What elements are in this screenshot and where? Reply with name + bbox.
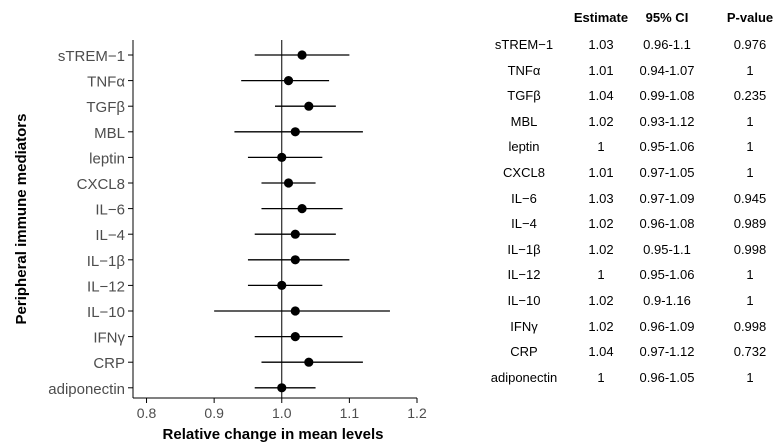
table-header: 95% CI: [645, 10, 689, 25]
x-axis-title: Relative change in mean levels: [163, 426, 384, 443]
table-cell-pvalue: 1: [746, 267, 754, 283]
y-tick-label: TNFα: [87, 74, 125, 91]
table-cell-ci: 0.96-1.08: [639, 216, 695, 232]
table-cell-pvalue: 1: [746, 139, 754, 155]
y-tick-label: sTREM−1: [58, 48, 125, 65]
table-cell-estimate: 1.04: [588, 88, 614, 104]
table-cell-estimate: 1.02: [588, 241, 614, 257]
estimate-point: [290, 332, 300, 342]
y-tick-label: leptin: [89, 150, 125, 167]
table-cell-pvalue: 0.235: [733, 88, 767, 104]
table-cell-pvalue: 1: [746, 62, 754, 78]
y-tick-label: MBL: [94, 125, 125, 142]
table-cell-ci: 0.95-1.06: [639, 139, 695, 155]
y-tick-label: CXCL8: [77, 176, 125, 193]
table-cell-estimate: 1.03: [588, 190, 614, 206]
estimate-point: [277, 383, 287, 393]
table-cell-mediator: IL−6: [511, 190, 537, 206]
estimate-point: [290, 229, 300, 239]
table-cell-estimate: 1: [597, 369, 605, 385]
table-cell-mediator: TNFα: [507, 62, 541, 78]
table-cell-pvalue: 0.998: [733, 318, 767, 334]
table-header: P-value: [726, 10, 774, 25]
table-cell-estimate: 1.02: [588, 216, 614, 232]
table-cell-estimate: 1.03: [588, 37, 614, 52]
table-cell-mediator: IFNγ: [510, 318, 538, 334]
table-cell-mediator: CXCL8: [503, 165, 545, 180]
table-cell-ci: 0.97-1.05: [639, 165, 695, 180]
table-cell-mediator: TGFβ: [507, 88, 541, 104]
estimate-point: [304, 357, 314, 367]
table-cell-estimate: 1: [597, 267, 605, 283]
table-cell-estimate: 1.01: [588, 62, 614, 78]
table-cell-ci: 0.96-1.1: [643, 37, 691, 52]
estimate-point: [290, 306, 300, 316]
table-cell-ci: 0.9-1.16: [643, 293, 691, 308]
y-tick-label: IL−10: [87, 304, 125, 321]
estimate-point: [297, 50, 307, 60]
table-cell-estimate: 1.04: [588, 344, 614, 360]
table-cell-estimate: 1.02: [588, 113, 614, 129]
estimate-point: [290, 127, 300, 137]
table-cell-ci: 0.96-1.05: [639, 369, 695, 385]
table-cell-mediator: sTREM−1: [494, 37, 554, 52]
table-cell-pvalue: 0.732: [733, 344, 767, 360]
x-tick-label: 1.1: [340, 405, 360, 421]
table-cell-estimate: 1: [597, 139, 605, 155]
table-cell-estimate: 1.02: [588, 293, 614, 308]
y-tick-label: TGFβ: [86, 99, 125, 116]
table-cell-pvalue: 1: [746, 369, 754, 385]
table-cell-ci: 0.94-1.07: [639, 62, 695, 78]
table-cell-mediator: CRP: [510, 344, 538, 360]
table-cell-ci: 0.95-1.06: [639, 267, 695, 283]
table-cell-ci: 0.96-1.09: [639, 318, 695, 334]
estimate-point: [304, 101, 314, 111]
y-tick-label: IL−4: [95, 227, 125, 244]
table-cell-pvalue: 1: [746, 113, 754, 129]
estimate-point: [277, 152, 287, 162]
table-cell-mediator: MBL: [510, 113, 538, 129]
table-cell-mediator: IL−4: [511, 216, 537, 232]
table-cell-mediator: adiponectin: [490, 369, 558, 385]
estimate-point: [283, 178, 294, 188]
y-tick-label: IL−6: [95, 202, 125, 219]
y-tick-label: IFNγ: [93, 330, 125, 347]
table-cell-ci: 0.99-1.08: [639, 88, 695, 104]
table-cell-pvalue: 0.976: [733, 37, 767, 52]
estimate-point: [277, 280, 287, 290]
table-cell-pvalue: 0.998: [733, 241, 767, 257]
table-header: Estimate: [573, 10, 629, 25]
estimate-point: [290, 255, 300, 265]
forest-plot: 0.8 0.9 1.0 1.1 1.2 Relative change in mean l…: [13, 40, 427, 443]
x-tick-label: 0.9: [204, 405, 224, 421]
table-cell-mediator: IL−10: [507, 293, 541, 308]
table-cell-mediator: IL−12: [507, 267, 541, 283]
table-cell-ci: 0.95-1.1: [643, 241, 691, 257]
estimate-point: [283, 76, 294, 86]
y-tick-label: CRP: [93, 355, 125, 372]
y-tick-label: IL−12: [87, 278, 125, 295]
table-cell-ci: 0.97-1.12: [639, 344, 695, 360]
table-cell-pvalue: 1: [746, 165, 754, 180]
table-cell-mediator: IL−1β: [507, 241, 541, 257]
table-cell-ci: 0.93-1.12: [639, 113, 695, 129]
x-tick-label: 0.8: [137, 405, 157, 421]
y-tick-label: IL−1β: [87, 253, 126, 270]
table-cell-estimate: 1.02: [588, 318, 614, 334]
table-cell-ci: 0.97-1.09: [639, 190, 695, 206]
table-cell-pvalue: 0.989: [733, 216, 767, 232]
table-cell-estimate: 1.01: [588, 165, 614, 180]
table-cell-mediator: leptin: [508, 139, 540, 155]
estimate-point: [297, 204, 307, 214]
table-cell-pvalue: 0.945: [733, 190, 767, 206]
x-tick-label: 1.0: [272, 405, 292, 421]
x-tick-label: 1.2: [407, 405, 427, 421]
y-tick-label: adiponectin: [48, 381, 125, 398]
y-axis-title: Peripheral immune mediators: [13, 114, 30, 325]
table-cell-pvalue: 1: [746, 293, 754, 308]
